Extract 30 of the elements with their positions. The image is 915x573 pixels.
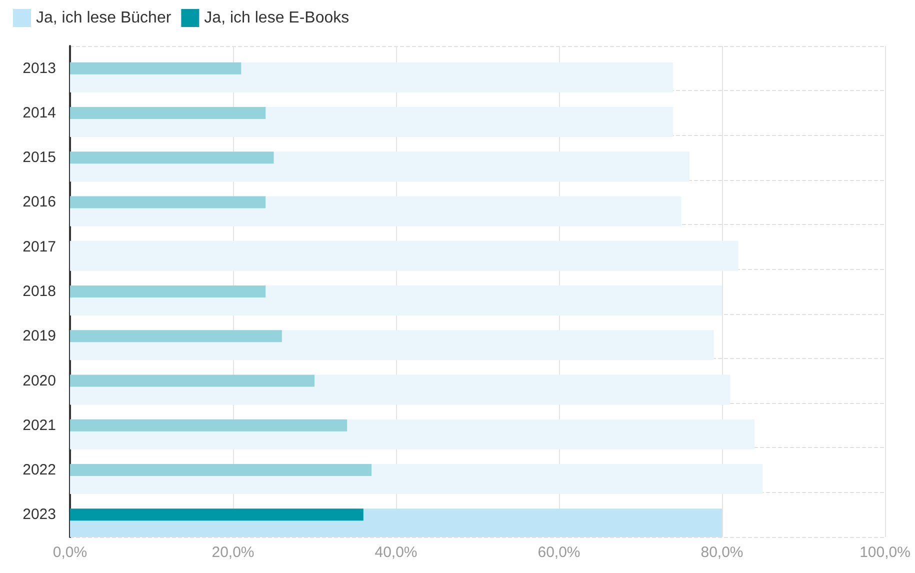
x-tick-label: 100,0% (860, 544, 910, 561)
bar (70, 152, 274, 164)
y-tick-label: 2014 (22, 104, 56, 122)
y-tick-label: 2023 (22, 506, 56, 524)
bar (70, 419, 348, 432)
x-tick-label: 0,0% (52, 544, 88, 561)
y-tick-label: 2017 (22, 238, 56, 256)
y-tick-label: 2016 (22, 194, 56, 211)
legend-label: Ja, ich lese Bücher (36, 10, 172, 26)
y-tick-label: 2018 (22, 283, 56, 300)
y-tick-label: 2013 (22, 60, 56, 77)
bar (70, 330, 282, 342)
x-tick-label: 20,0% (212, 544, 254, 561)
legend-label: Ja, ich lese E-Books (204, 10, 350, 26)
x-tick-label: 60,0% (538, 544, 580, 561)
bar (70, 240, 738, 271)
bar (70, 62, 242, 74)
bar (70, 508, 364, 521)
x-tick-label: 40,0% (374, 544, 418, 561)
y-tick-label: 2015 (22, 149, 56, 166)
bar (70, 464, 372, 476)
y-tick-label: 2022 (22, 462, 56, 479)
bar (70, 106, 266, 119)
y-tick-label: 2019 (22, 328, 56, 345)
y-tick-label: 2020 (22, 372, 56, 390)
bar (70, 286, 266, 298)
bar (70, 374, 314, 387)
bar (70, 196, 266, 208)
x-tick-label: 80,0% (700, 544, 744, 561)
y-tick-label: 2021 (22, 416, 56, 434)
